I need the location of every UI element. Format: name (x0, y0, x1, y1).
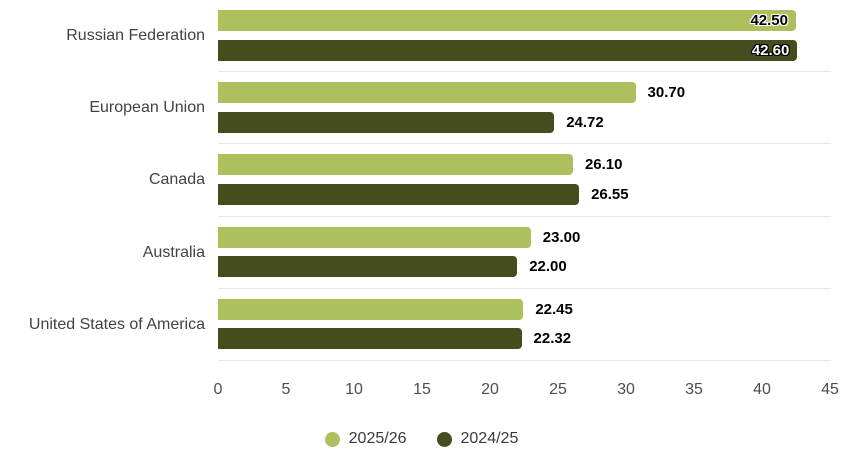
bar-series0-1[interactable] (218, 82, 636, 104)
value-label: 23.00 (542, 228, 581, 246)
gridline (218, 71, 831, 73)
value-label: 42.60 (751, 41, 790, 59)
bar-series1-0[interactable] (218, 39, 798, 61)
x-tick-label: 20 (481, 381, 499, 398)
category-label: United States of America (28, 315, 205, 333)
gridline (218, 287, 831, 289)
gridline (218, 143, 831, 145)
legend-item-2025-26[interactable]: 2025/26 (324, 430, 407, 448)
bar-series0-0[interactable] (218, 10, 796, 31)
value-label: 30.70 (647, 84, 686, 102)
x-tick-label: 30 (617, 381, 635, 398)
category-label: Canada (148, 171, 205, 189)
legend-swatch-icon (436, 431, 452, 447)
x-tick-label: 40 (753, 381, 771, 398)
x-tick-label: 25 (549, 381, 567, 398)
gridline (218, 360, 831, 361)
legend-label: 2024/25 (460, 430, 519, 447)
x-tick-label: 35 (685, 381, 703, 398)
bar-series1-2[interactable] (218, 183, 580, 205)
gridline (218, 215, 831, 217)
bar-series1-4[interactable] (218, 328, 522, 350)
value-label: 22.45 (535, 300, 573, 318)
bar-series0-4[interactable] (218, 298, 524, 320)
value-label: 22.32 (533, 330, 572, 348)
x-tick-label: 45 (821, 381, 839, 398)
legend-item-2024-25[interactable]: 2024/25 (436, 430, 519, 448)
value-label: 42.50 (750, 12, 788, 29)
bar-series0-3[interactable] (218, 226, 531, 248)
x-tick-label: 15 (413, 381, 431, 398)
value-label: 26.55 (591, 185, 629, 203)
x-tick-label: 10 (345, 381, 363, 398)
category-label: Russian Federation (66, 27, 205, 45)
bar-series0-2[interactable] (218, 154, 573, 176)
bar-series1-3[interactable] (218, 256, 518, 278)
x-tick-label: 0 (213, 381, 223, 398)
bar-series1-1[interactable] (218, 111, 555, 133)
legend-swatch-icon (324, 431, 340, 447)
legend-label: 2025/26 (348, 430, 407, 447)
legend: 2025/26 2024/25 (0, 427, 843, 451)
value-label: 24.72 (566, 113, 604, 131)
category-label: European Union (89, 99, 205, 117)
value-label: 22.00 (529, 258, 567, 276)
category-label: Australia (142, 243, 205, 261)
x-tick-label: 5 (281, 381, 291, 398)
value-label: 26.10 (584, 156, 623, 174)
